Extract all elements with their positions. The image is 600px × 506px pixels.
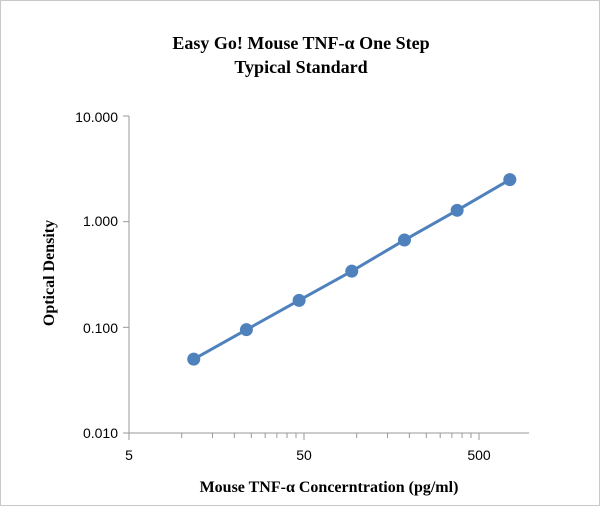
series-line-segment: [244, 298, 301, 332]
y-axis-title: Optical Density: [41, 220, 58, 326]
x-tick-label-500: 500: [467, 447, 491, 463]
series-line-segment: [297, 269, 354, 302]
series-line-segment: [192, 328, 248, 361]
data-point: [450, 203, 464, 217]
chart-title-line-1: Easy Go! Mouse TNF-α One Step: [172, 33, 430, 53]
x-ticks: [128, 433, 480, 440]
series-line-segment: [350, 238, 406, 273]
data-point: [397, 233, 411, 247]
x-tick-label-5: 5: [125, 447, 133, 463]
data-point: [503, 173, 517, 187]
series-line-segment: [402, 208, 459, 242]
x-axis-title: Mouse TNF-α Concerntration (pg/ml): [200, 479, 459, 496]
chart-title-line-2: Typical Standard: [234, 57, 368, 77]
series-line-segment: [455, 178, 512, 212]
y-tick-label-0-01: 0.010: [83, 425, 118, 441]
y-tick-label-0-1: 0.100: [83, 320, 118, 336]
axes: [123, 115, 529, 440]
data-point: [345, 264, 359, 278]
data-point: [292, 293, 306, 307]
data-point: [187, 352, 201, 366]
series-layer: [187, 173, 517, 366]
y-tick-label-10: 10.000: [75, 109, 118, 125]
y-tick-label-1: 1.000: [83, 213, 118, 229]
x-tick-label-50: 50: [296, 447, 312, 463]
data-point: [239, 323, 253, 337]
chart-title: Easy Go! Mouse TNF-α One Step Typical St…: [1, 31, 599, 79]
y-ticks: [123, 115, 129, 434]
